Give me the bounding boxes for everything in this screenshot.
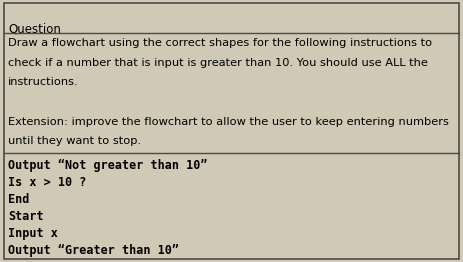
Text: Input x: Input x bbox=[8, 227, 58, 240]
Text: Question: Question bbox=[8, 22, 61, 35]
Text: instructions.: instructions. bbox=[8, 77, 79, 87]
Text: check if a number that is input is greater than 10. You should use ALL the: check if a number that is input is great… bbox=[8, 58, 428, 68]
Text: Is x > 10 ?: Is x > 10 ? bbox=[8, 176, 87, 189]
Text: Output “Greater than 10”: Output “Greater than 10” bbox=[8, 244, 179, 257]
FancyBboxPatch shape bbox=[4, 3, 459, 259]
Text: Output “Not greater than 10”: Output “Not greater than 10” bbox=[8, 159, 208, 172]
Text: Start: Start bbox=[8, 210, 44, 223]
Text: Draw a flowchart using the correct shapes for the following instructions to: Draw a flowchart using the correct shape… bbox=[8, 38, 432, 48]
Text: End: End bbox=[8, 193, 30, 206]
Text: Extension: improve the flowchart to allow the user to keep entering numbers: Extension: improve the flowchart to allo… bbox=[8, 117, 449, 127]
Text: until they want to stop.: until they want to stop. bbox=[8, 136, 142, 146]
